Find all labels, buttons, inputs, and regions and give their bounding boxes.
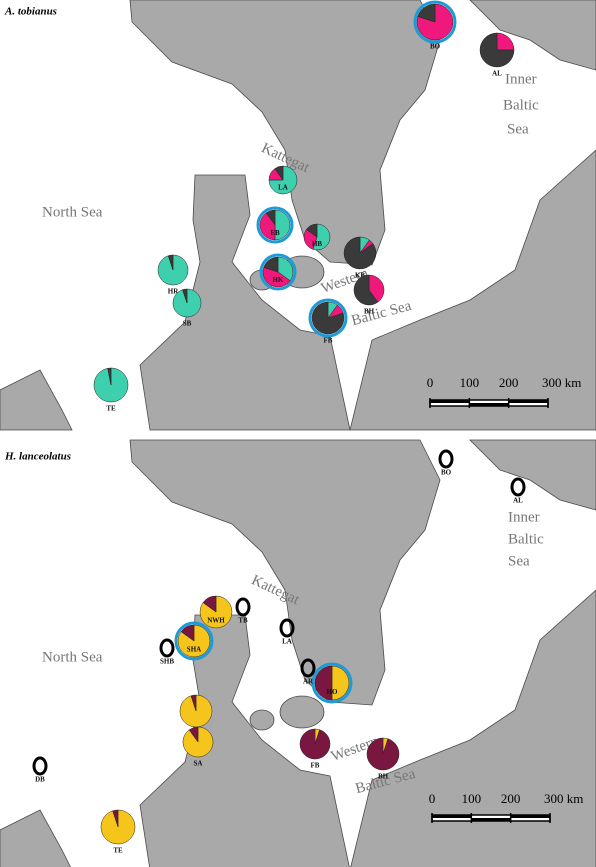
pie-slice xyxy=(368,274,385,303)
empty-site xyxy=(279,618,295,638)
site-code: HR xyxy=(168,288,179,296)
site-code: BH xyxy=(364,308,375,316)
scale-tick-label: 300 km xyxy=(544,791,583,806)
site-code: AR xyxy=(303,678,314,686)
pie-slice xyxy=(314,665,333,701)
pie-slice xyxy=(259,212,276,241)
pie-slice xyxy=(112,809,119,828)
pie-slice xyxy=(190,694,197,712)
sea-label: Baltic xyxy=(508,531,544,547)
pie-slice xyxy=(188,726,199,743)
sea-label: North Sea xyxy=(42,204,103,220)
site-code: BO xyxy=(430,43,441,51)
scale-tick-label: 0 xyxy=(429,791,436,806)
highlight-ring xyxy=(259,253,297,291)
empty-site xyxy=(159,638,175,658)
scale-bar-segment xyxy=(510,815,550,818)
species-title: H. lanceolatus xyxy=(4,451,71,463)
pie-slice xyxy=(343,236,377,270)
pie-slice xyxy=(353,274,379,306)
highlight-ring xyxy=(256,206,294,244)
site-code: TE xyxy=(106,405,116,413)
pie-slice xyxy=(331,665,350,701)
scale-bar-segment xyxy=(471,818,511,821)
species-title: A. tobianus xyxy=(4,6,57,18)
sea-label: Baltic xyxy=(503,97,539,113)
highlight-ring xyxy=(174,621,214,661)
site-code: AL xyxy=(513,497,523,505)
pie-slice xyxy=(417,3,436,23)
scale-tick-label: 100 xyxy=(460,375,480,390)
site-code: DB xyxy=(35,776,45,784)
divider xyxy=(0,432,596,440)
pie-slice xyxy=(311,301,345,335)
site-code: HO xyxy=(327,688,338,696)
site-code: SB xyxy=(183,320,192,328)
scale-tick-label: 0 xyxy=(427,375,434,390)
pie-slice xyxy=(299,728,331,760)
site-code: TB xyxy=(238,617,248,625)
pie-slice xyxy=(277,256,294,282)
pie-slice xyxy=(107,367,112,386)
pie-slice xyxy=(274,165,284,181)
pie-slice xyxy=(306,223,318,238)
site-code: TE xyxy=(113,847,123,855)
pie-slice xyxy=(263,256,279,273)
site-code: EB xyxy=(270,229,280,237)
sea-label: North Sea xyxy=(42,649,103,665)
site-code: BO xyxy=(441,469,452,477)
pie-slice xyxy=(202,595,217,613)
site-code: AL xyxy=(492,70,502,78)
scale-tick-label: 200 xyxy=(501,791,521,806)
scale-bar-segment xyxy=(430,400,470,403)
pie-slice xyxy=(262,267,291,288)
scale-tick-label: 100 xyxy=(462,791,482,806)
sea-label: Inner xyxy=(508,509,540,525)
sea-label: Sea xyxy=(508,553,530,569)
scale-bar-segment xyxy=(508,400,548,403)
empty-site xyxy=(438,449,454,469)
highlight-ring xyxy=(311,662,353,704)
site-code: NWH xyxy=(207,616,225,624)
scale-bar-segment xyxy=(469,403,509,406)
empty-site xyxy=(510,477,526,497)
scale-tick-label: 200 xyxy=(499,375,519,390)
highlight-ring xyxy=(413,0,457,44)
site-code: FB xyxy=(324,337,333,345)
empty-site xyxy=(235,597,251,617)
scale-tick-label: 300 km xyxy=(542,375,581,390)
sea-label: Inner xyxy=(505,71,537,87)
site-code: SHB xyxy=(160,658,174,666)
pie-slice xyxy=(479,32,515,68)
site-code: LA xyxy=(278,183,288,191)
empty-site xyxy=(32,756,48,776)
site-code: HB xyxy=(312,240,322,248)
site-code: BH xyxy=(378,773,389,781)
highlight-ring xyxy=(308,298,348,338)
site-code: HK xyxy=(273,276,284,284)
pie-slice xyxy=(303,229,318,250)
site-code: FB xyxy=(311,762,320,770)
scale-bar-segment xyxy=(432,815,472,818)
site-code: LA xyxy=(282,638,292,646)
site-code: SA xyxy=(194,760,203,768)
pie-slice xyxy=(265,209,276,226)
pie-slice xyxy=(268,165,298,195)
site-code: SHA xyxy=(187,645,201,653)
pie-slice xyxy=(168,254,174,271)
pie-slice xyxy=(274,209,291,241)
pie-slice xyxy=(180,624,195,642)
site-code: KB xyxy=(355,272,365,280)
sea-label: Sea xyxy=(507,121,529,137)
pie-slice xyxy=(366,737,400,771)
empty-site xyxy=(300,658,316,678)
pie-slice xyxy=(182,288,188,304)
